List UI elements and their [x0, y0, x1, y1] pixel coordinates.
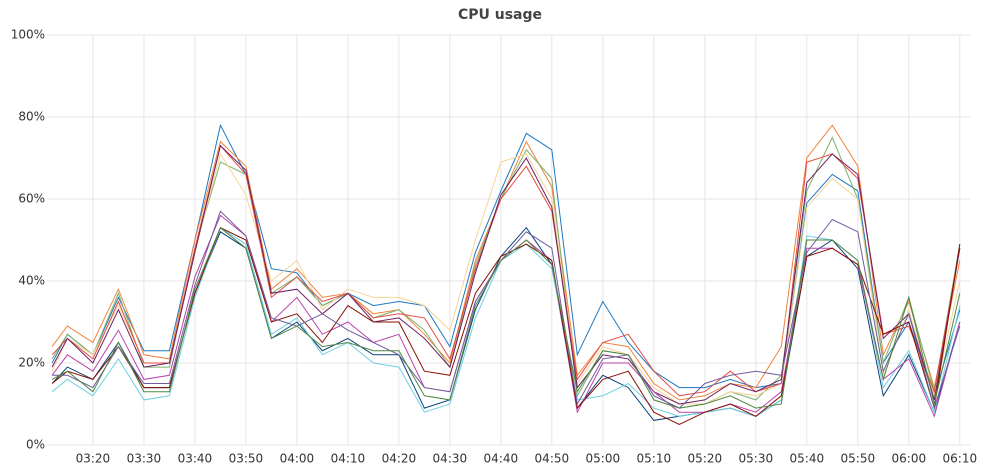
x-tick-label: 04:40 [484, 452, 519, 466]
series-line [51, 144, 961, 405]
x-tick-label: 04:50 [535, 452, 570, 466]
x-tick-label: 04:00 [280, 452, 315, 466]
x-tick-label: 04:20 [382, 452, 417, 466]
x-tick-label: 05:30 [739, 452, 774, 466]
y-tick-label: 60% [18, 192, 45, 206]
x-tick-label: 03:30 [127, 452, 162, 466]
x-tick-label: 04:30 [433, 452, 468, 466]
x-tick-label: 05:50 [841, 452, 876, 466]
y-tick-label: 0% [26, 438, 45, 452]
x-tick-label: 05:00 [586, 452, 621, 466]
y-tick-label: 100% [11, 28, 45, 42]
x-tick-label: 03:40 [178, 452, 213, 466]
x-tick-label: 06:00 [892, 452, 927, 466]
x-tick-label: 05:40 [790, 452, 825, 466]
series-line [51, 124, 961, 401]
series-line [51, 226, 961, 409]
series-line [51, 123, 961, 398]
x-tick-label: 05:10 [637, 452, 672, 466]
chart-title: CPU usage [458, 7, 542, 23]
series-line [51, 144, 961, 397]
x-tick-label: 04:10 [331, 452, 366, 466]
x-tick-label: 06:10 [943, 452, 978, 466]
series-line [52, 210, 961, 410]
y-tick-label: 20% [18, 356, 45, 370]
x-tick-label: 05:20 [688, 452, 723, 466]
y-tick-label: 40% [18, 274, 45, 288]
x-tick-label: 03:50 [229, 452, 264, 466]
series-line [51, 227, 961, 426]
x-tick-label: 03:20 [76, 452, 111, 466]
y-tick-label: 80% [18, 110, 45, 124]
